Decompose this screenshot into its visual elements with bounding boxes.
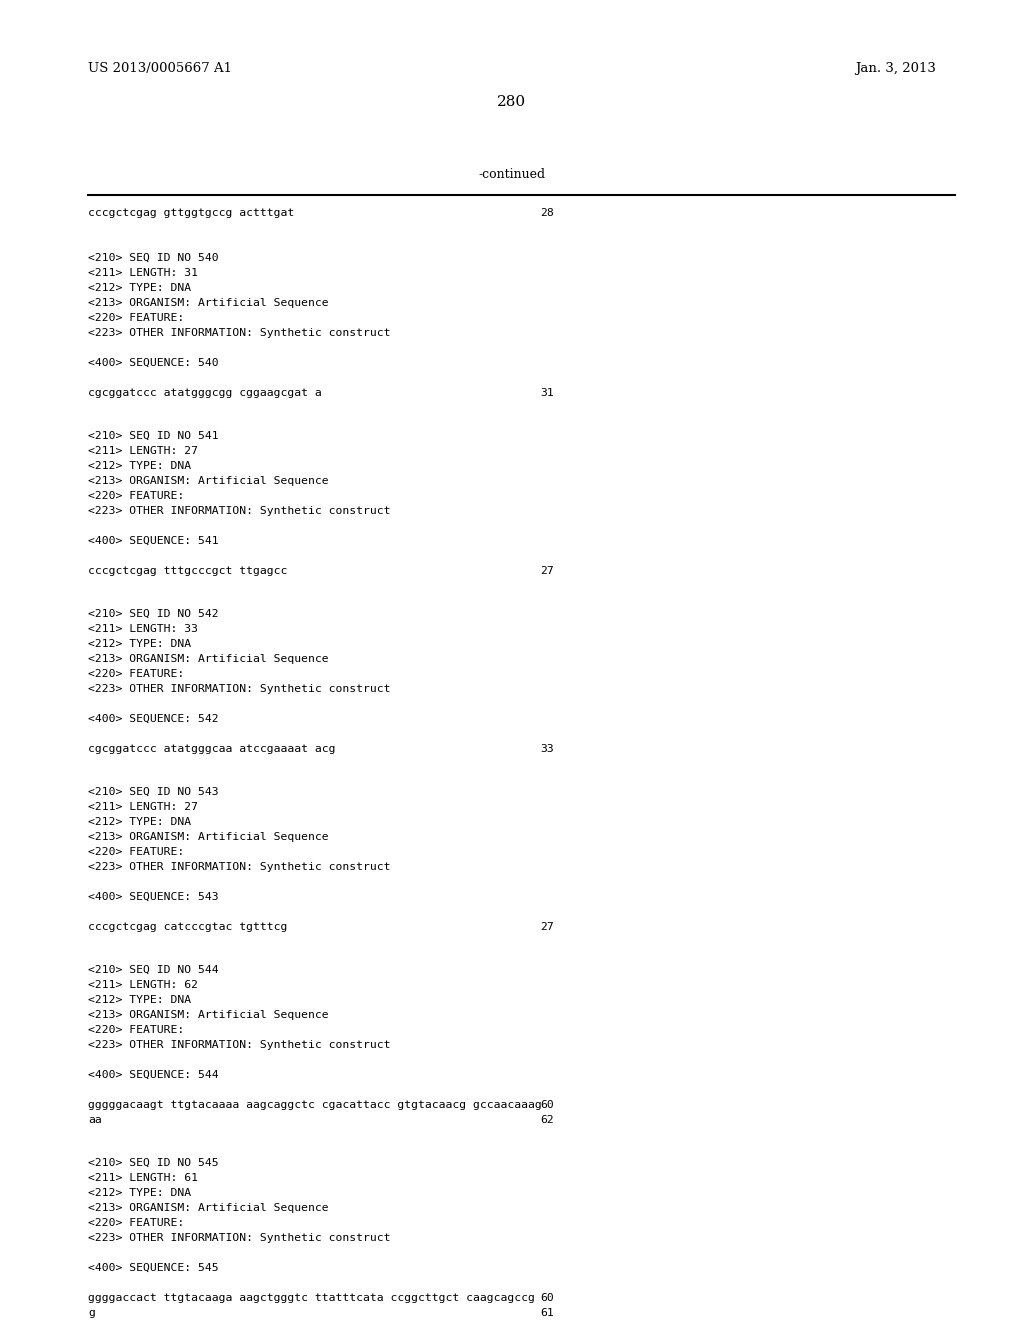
Text: 28: 28: [540, 209, 554, 218]
Text: <220> FEATURE:: <220> FEATURE:: [88, 669, 184, 678]
Text: <212> TYPE: DNA: <212> TYPE: DNA: [88, 817, 191, 828]
Text: <400> SEQUENCE: 542: <400> SEQUENCE: 542: [88, 714, 219, 723]
Text: 33: 33: [540, 744, 554, 754]
Text: <211> LENGTH: 33: <211> LENGTH: 33: [88, 624, 198, 634]
Text: US 2013/0005667 A1: US 2013/0005667 A1: [88, 62, 232, 75]
Text: Jan. 3, 2013: Jan. 3, 2013: [855, 62, 936, 75]
Text: <212> TYPE: DNA: <212> TYPE: DNA: [88, 639, 191, 649]
Text: <211> LENGTH: 27: <211> LENGTH: 27: [88, 446, 198, 455]
Text: <220> FEATURE:: <220> FEATURE:: [88, 847, 184, 857]
Text: <223> OTHER INFORMATION: Synthetic construct: <223> OTHER INFORMATION: Synthetic const…: [88, 327, 390, 338]
Text: <213> ORGANISM: Artificial Sequence: <213> ORGANISM: Artificial Sequence: [88, 1203, 329, 1213]
Text: gggggacaagt ttgtacaaaa aagcaggctc cgacattacc gtgtacaacg gccaacaaag: gggggacaagt ttgtacaaaa aagcaggctc cgacat…: [88, 1100, 542, 1110]
Text: 62: 62: [540, 1115, 554, 1125]
Text: -continued: -continued: [478, 168, 546, 181]
Text: <220> FEATURE:: <220> FEATURE:: [88, 1026, 184, 1035]
Text: 61: 61: [540, 1308, 554, 1317]
Text: <210> SEQ ID NO 545: <210> SEQ ID NO 545: [88, 1158, 219, 1168]
Text: <400> SEQUENCE: 540: <400> SEQUENCE: 540: [88, 358, 219, 368]
Text: <223> OTHER INFORMATION: Synthetic construct: <223> OTHER INFORMATION: Synthetic const…: [88, 1233, 390, 1243]
Text: <223> OTHER INFORMATION: Synthetic construct: <223> OTHER INFORMATION: Synthetic const…: [88, 1040, 390, 1049]
Text: ggggaccact ttgtacaaga aagctgggtc ttatttcata ccggcttgct caagcagccg: ggggaccact ttgtacaaga aagctgggtc ttatttc…: [88, 1294, 535, 1303]
Text: aa: aa: [88, 1115, 101, 1125]
Text: <213> ORGANISM: Artificial Sequence: <213> ORGANISM: Artificial Sequence: [88, 477, 329, 486]
Text: <210> SEQ ID NO 540: <210> SEQ ID NO 540: [88, 253, 219, 263]
Text: <212> TYPE: DNA: <212> TYPE: DNA: [88, 461, 191, 471]
Text: <223> OTHER INFORMATION: Synthetic construct: <223> OTHER INFORMATION: Synthetic const…: [88, 684, 390, 694]
Text: <220> FEATURE:: <220> FEATURE:: [88, 491, 184, 502]
Text: 27: 27: [540, 921, 554, 932]
Text: <212> TYPE: DNA: <212> TYPE: DNA: [88, 1188, 191, 1199]
Text: 31: 31: [540, 388, 554, 399]
Text: <212> TYPE: DNA: <212> TYPE: DNA: [88, 282, 191, 293]
Text: 60: 60: [540, 1100, 554, 1110]
Text: <213> ORGANISM: Artificial Sequence: <213> ORGANISM: Artificial Sequence: [88, 832, 329, 842]
Text: <400> SEQUENCE: 545: <400> SEQUENCE: 545: [88, 1263, 219, 1272]
Text: <211> LENGTH: 61: <211> LENGTH: 61: [88, 1173, 198, 1183]
Text: cgcggatccc atatgggcgg cggaagcgat a: cgcggatccc atatgggcgg cggaagcgat a: [88, 388, 322, 399]
Text: 280: 280: [498, 95, 526, 110]
Text: <213> ORGANISM: Artificial Sequence: <213> ORGANISM: Artificial Sequence: [88, 1010, 329, 1020]
Text: cccgctcgag catcccgtac tgtttcg: cccgctcgag catcccgtac tgtttcg: [88, 921, 288, 932]
Text: <400> SEQUENCE: 541: <400> SEQUENCE: 541: [88, 536, 219, 546]
Text: <220> FEATURE:: <220> FEATURE:: [88, 1218, 184, 1228]
Text: <211> LENGTH: 27: <211> LENGTH: 27: [88, 803, 198, 812]
Text: <212> TYPE: DNA: <212> TYPE: DNA: [88, 995, 191, 1005]
Text: <210> SEQ ID NO 543: <210> SEQ ID NO 543: [88, 787, 219, 797]
Text: <210> SEQ ID NO 542: <210> SEQ ID NO 542: [88, 609, 219, 619]
Text: 60: 60: [540, 1294, 554, 1303]
Text: <210> SEQ ID NO 544: <210> SEQ ID NO 544: [88, 965, 219, 975]
Text: <223> OTHER INFORMATION: Synthetic construct: <223> OTHER INFORMATION: Synthetic const…: [88, 506, 390, 516]
Text: <400> SEQUENCE: 543: <400> SEQUENCE: 543: [88, 892, 219, 902]
Text: cgcggatccc atatgggcaa atccgaaaat acg: cgcggatccc atatgggcaa atccgaaaat acg: [88, 744, 336, 754]
Text: g: g: [88, 1308, 95, 1317]
Text: <220> FEATURE:: <220> FEATURE:: [88, 313, 184, 323]
Text: cccgctcgag gttggtgccg actttgat: cccgctcgag gttggtgccg actttgat: [88, 209, 294, 218]
Text: <400> SEQUENCE: 544: <400> SEQUENCE: 544: [88, 1071, 219, 1080]
Text: <211> LENGTH: 62: <211> LENGTH: 62: [88, 979, 198, 990]
Text: 27: 27: [540, 566, 554, 576]
Text: <213> ORGANISM: Artificial Sequence: <213> ORGANISM: Artificial Sequence: [88, 653, 329, 664]
Text: <211> LENGTH: 31: <211> LENGTH: 31: [88, 268, 198, 279]
Text: <223> OTHER INFORMATION: Synthetic construct: <223> OTHER INFORMATION: Synthetic const…: [88, 862, 390, 873]
Text: <213> ORGANISM: Artificial Sequence: <213> ORGANISM: Artificial Sequence: [88, 298, 329, 308]
Text: cccgctcgag tttgcccgct ttgagcc: cccgctcgag tttgcccgct ttgagcc: [88, 566, 288, 576]
Text: <210> SEQ ID NO 541: <210> SEQ ID NO 541: [88, 432, 219, 441]
